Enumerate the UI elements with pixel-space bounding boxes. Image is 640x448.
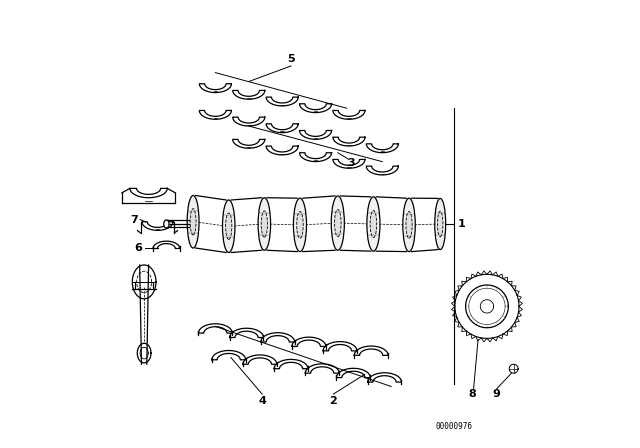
Ellipse shape: [261, 211, 268, 237]
Text: 9: 9: [493, 389, 500, 399]
Ellipse shape: [258, 198, 271, 250]
Ellipse shape: [226, 213, 232, 239]
Text: 1: 1: [458, 219, 465, 229]
Text: 6: 6: [134, 243, 142, 254]
Text: 5: 5: [287, 54, 295, 64]
Text: 7: 7: [130, 215, 138, 224]
Ellipse shape: [370, 211, 377, 237]
Ellipse shape: [406, 211, 412, 238]
Ellipse shape: [293, 198, 307, 252]
Ellipse shape: [367, 197, 380, 251]
Ellipse shape: [187, 195, 199, 248]
Text: 3: 3: [348, 158, 355, 168]
Text: 8: 8: [469, 389, 477, 399]
Text: 2: 2: [330, 396, 337, 406]
Text: 00000976: 00000976: [435, 422, 472, 431]
Ellipse shape: [332, 196, 344, 250]
Ellipse shape: [164, 220, 169, 228]
Ellipse shape: [438, 211, 443, 237]
Ellipse shape: [435, 198, 445, 250]
Ellipse shape: [335, 210, 341, 237]
Ellipse shape: [190, 209, 196, 235]
Ellipse shape: [297, 211, 303, 238]
Ellipse shape: [223, 200, 235, 253]
Text: 4: 4: [258, 396, 266, 406]
Ellipse shape: [403, 198, 415, 252]
